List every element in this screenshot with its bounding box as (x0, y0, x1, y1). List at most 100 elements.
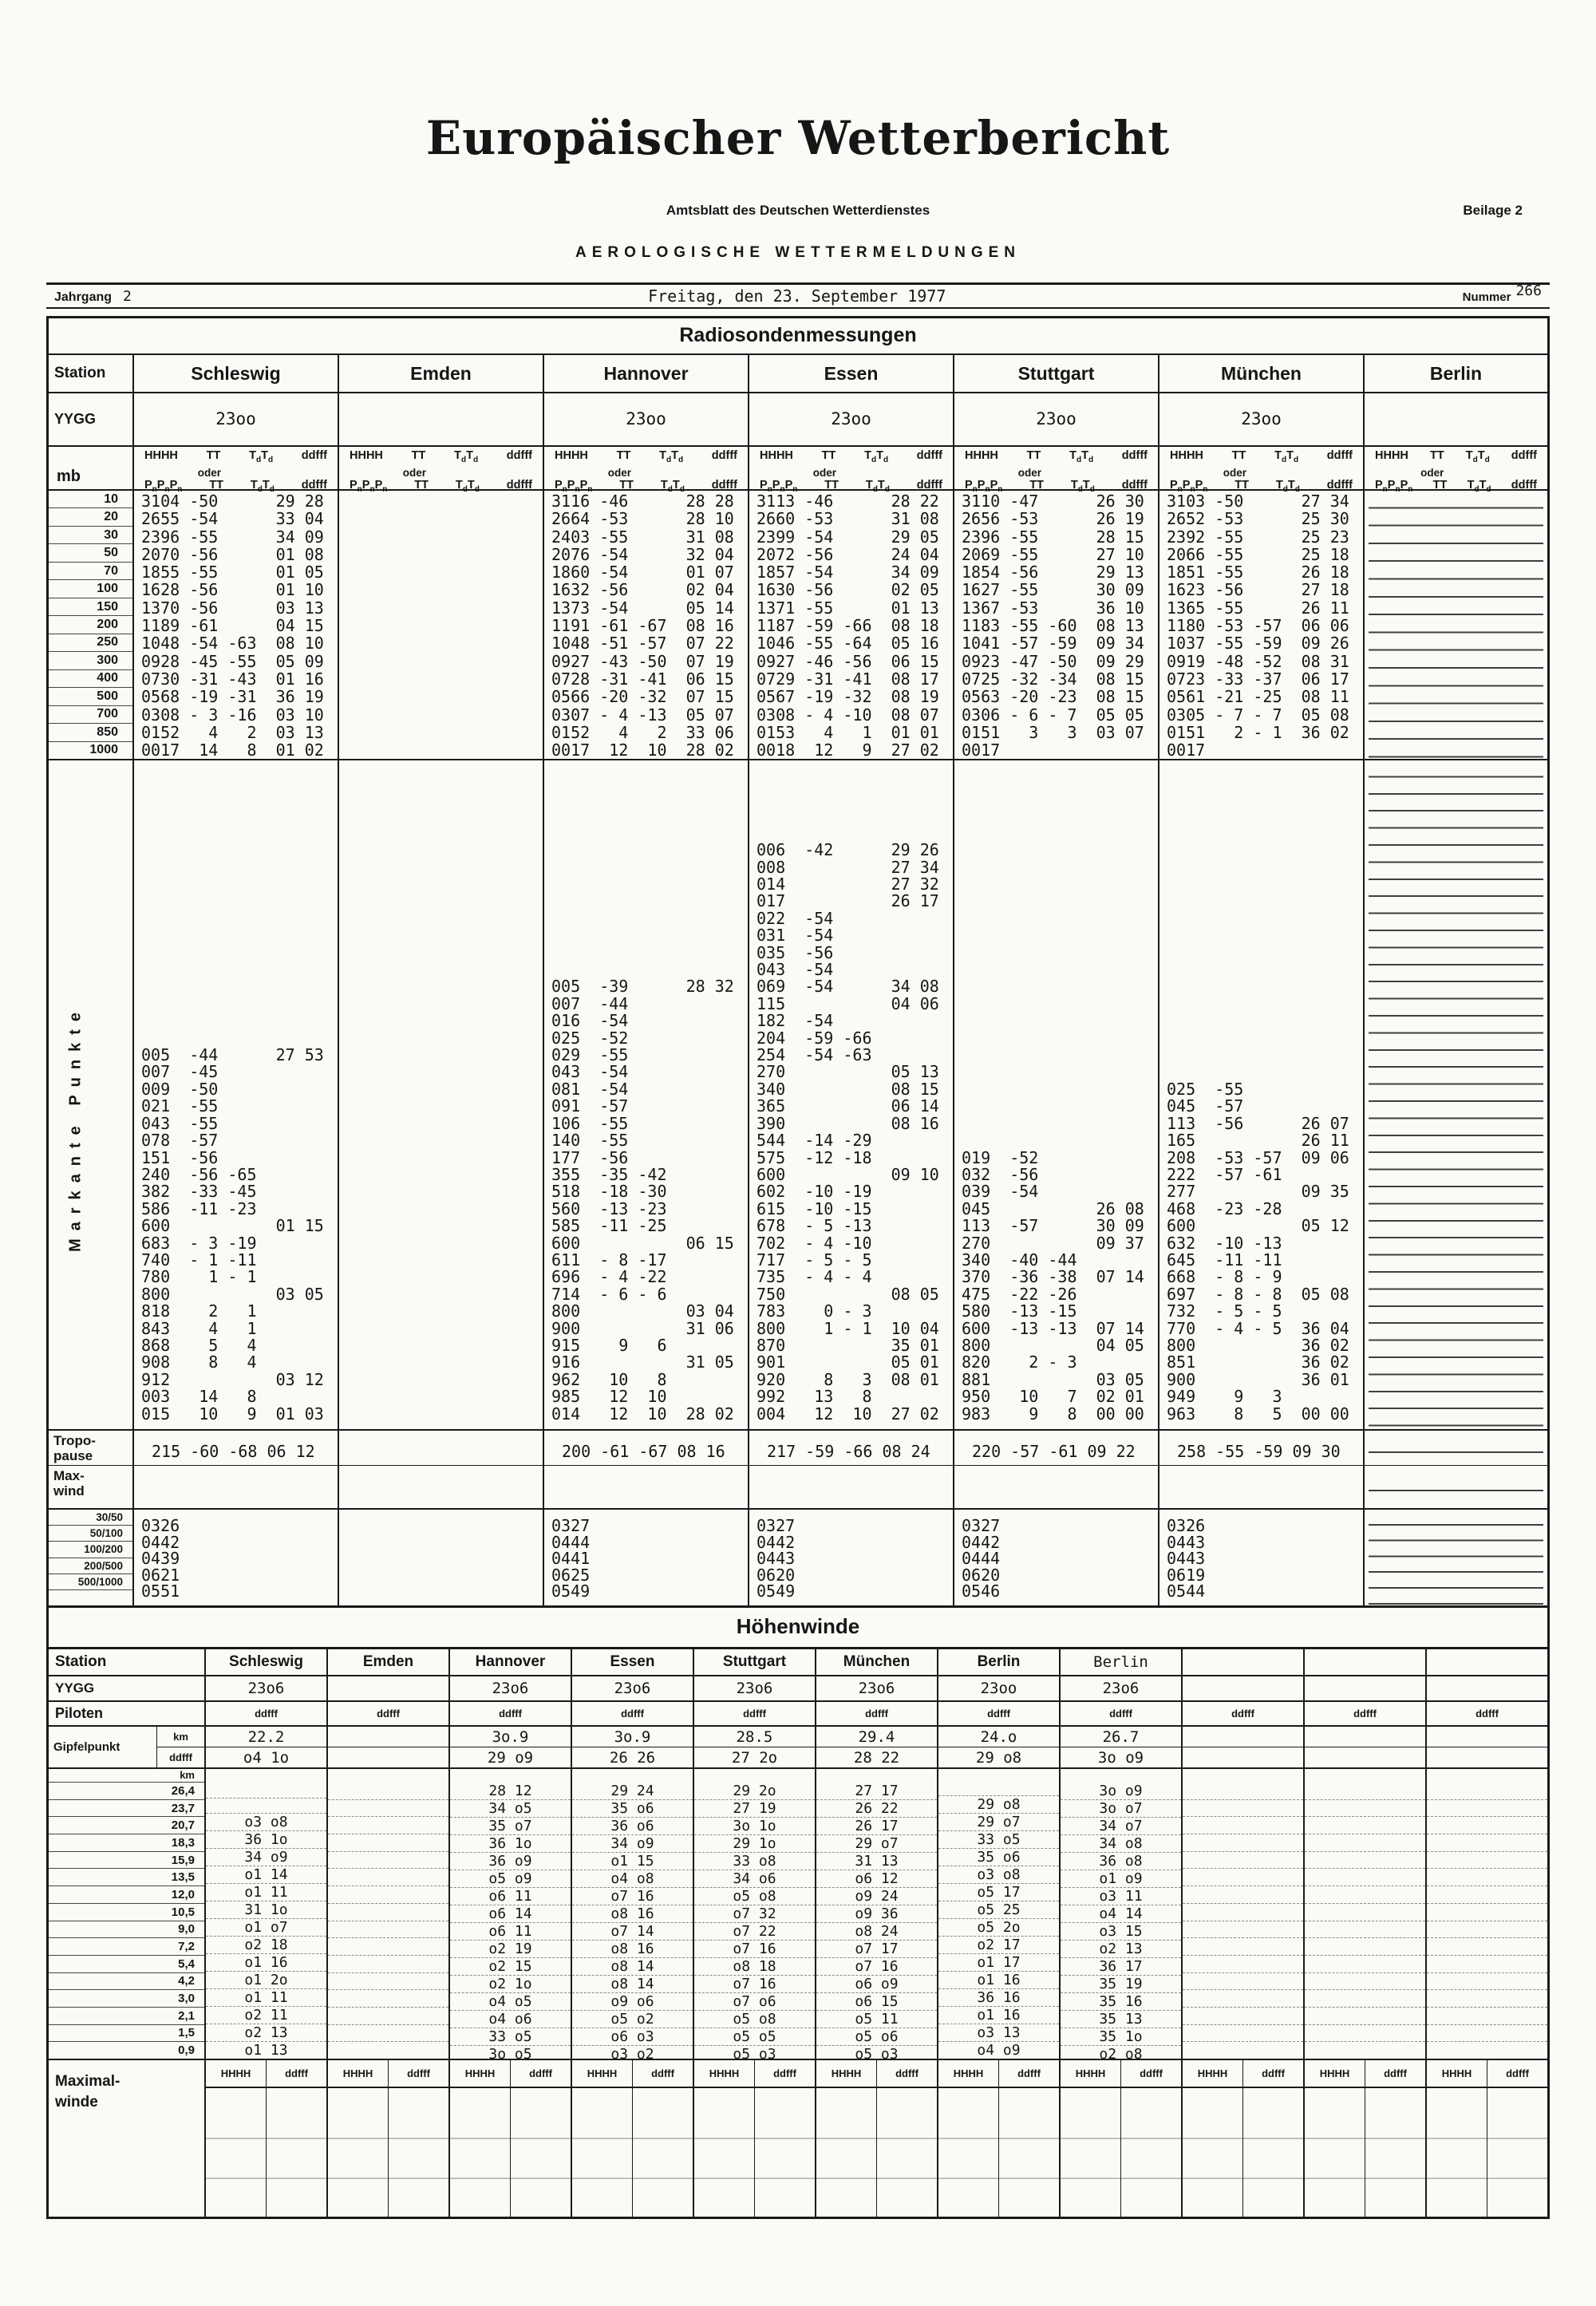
yygg-value: 23oo (215, 409, 256, 428)
hoehenwinde-title: Höhenwinde (49, 1608, 1547, 1649)
maxwind-header: HHHH ddfff (572, 2060, 693, 2088)
hw-col-münchen: München 23o6 ddfff 29.4 28 22 27 17 26 22… (816, 1649, 938, 2217)
wind-value (1427, 1800, 1547, 1818)
hw-station-label: Station (49, 1649, 204, 1676)
piloten-value: ddfff (450, 1702, 571, 1727)
wind-value (1305, 2042, 1425, 2059)
wind-value (1427, 2042, 1547, 2059)
wind-cells: 29 24 35 o6 36 o6 34 o9 o1 15 o4 o8 o7 16 o8 16… (572, 1783, 693, 2063)
wind-value: o7 16 (816, 1958, 937, 1976)
maxwind-header: HHHH ddfff (1427, 2060, 1547, 2088)
wind-value: 26 17 (816, 1818, 937, 1835)
wind-value: 36 o9 (450, 1853, 571, 1870)
shear-data: 0327 0442 0443 0620 0549 (757, 1516, 796, 1601)
wind-value: 36 1o (206, 1831, 326, 1849)
shear-data: 0326 0443 0443 0619 0544 (1167, 1516, 1206, 1601)
wind-value: 34 o9 (206, 1849, 326, 1866)
wind-value (1305, 1869, 1425, 1887)
hhhh-header: HHHH (328, 2060, 389, 2087)
pressure-cell (1365, 491, 1547, 760)
wind-value: 3o 1o (694, 1818, 815, 1835)
wind-value: 35 o6 (938, 1849, 1059, 1866)
maximalwinde-ddfff-cell (877, 2088, 937, 2217)
markante-cell (339, 760, 543, 1431)
rs-columns: Schleswig 23oo HHHH TT TdTd ddfff oder PnPn… (134, 355, 1547, 1605)
wind-value: o5 11 (816, 2011, 937, 2028)
gipfelpunkt-km (1183, 1727, 1303, 1747)
maximalwinde-hhhh-cell (450, 2088, 511, 2217)
wind-value: 34 o7 (1061, 1818, 1181, 1835)
wind-value: 29 o8 (938, 1796, 1059, 1814)
header-oder: oder (1017, 466, 1041, 479)
wind-value: 35 o6 (572, 1800, 693, 1818)
wind-value: o3 15 (1061, 1923, 1181, 1941)
km-row-label: 13,5 (49, 1869, 204, 1887)
shear-rows: 30/50 50/100 100/200 200/500 500/1000 (49, 1510, 132, 1605)
wind-value: o1 13 (244, 2042, 288, 2059)
wind-value: o5 17 (938, 1884, 1059, 1901)
wind-value (1427, 1869, 1547, 1887)
wind-value: 29 o7 (816, 1835, 937, 1853)
shear-cell (339, 1510, 543, 1605)
shear-cell (1365, 1510, 1547, 1605)
nummer-label: Nummer (1462, 290, 1511, 304)
shear-row-label: 30/50 (49, 1510, 132, 1526)
wind-value: o2 13 (1061, 1941, 1181, 1958)
station-name: Stuttgart (954, 355, 1158, 393)
wind-value (328, 1886, 448, 1904)
header-oder: oder (1420, 466, 1444, 479)
ddfff-header: ddfff (1140, 2067, 1163, 2079)
markante-data (1369, 1423, 1543, 1429)
piloten-value: ddfff (328, 1702, 448, 1727)
maximalwinde-ddfff-cell (1365, 2088, 1425, 2217)
wind-cells: 29 2o 27 19 3o 1o 29 1o 33 o8 34 o6 o5 o8 o7 32… (694, 1783, 815, 2063)
km-row-label: 26,4 (49, 1783, 204, 1800)
hw-yygg-value (1305, 1676, 1425, 1702)
wind-value: 29 24 (572, 1783, 693, 1800)
shear-row-label: 500/1000 (49, 1574, 132, 1590)
wind-value: o1 15 (572, 1853, 693, 1870)
header-oder: oder (607, 466, 631, 479)
maximalwinde-hhhh-cell (694, 2088, 755, 2217)
wind-value: 35 1o (1061, 2028, 1181, 2046)
wind-value: o6 15 (816, 1993, 937, 2011)
wind-value: o3 13 (938, 2024, 1059, 2042)
shear-row-label: 200/500 (49, 1558, 132, 1574)
header-row-2: PnPnPn TT TdTd ddfff (1375, 478, 1537, 494)
maximalwinde-cell (450, 2088, 571, 2217)
wind-value (1305, 1956, 1425, 1973)
piloten-value: ddfff (1427, 1702, 1547, 1727)
wind-value (328, 1921, 448, 1939)
wind-value: o8 16 (572, 1941, 693, 1958)
wind-value (1427, 1852, 1547, 1870)
subtitle-row: Amtsblatt des Deutschen Wetterdienstes B… (0, 203, 1596, 222)
header-row-1: HHHH TT TdTd ddfff (555, 449, 737, 464)
gipfelpunkt-ddfff (1305, 1747, 1425, 1767)
markante-cell: 005 -39 28 32 007 -44 016 -54 025 -52 02… (544, 760, 748, 1431)
wind-value: o7 16 (572, 1888, 693, 1905)
hw-col-empty: ddfff HHHH ddfff (1183, 1649, 1305, 2217)
hw-station-name: München (816, 1649, 937, 1676)
wind-value: 3o o5 (488, 2046, 532, 2063)
wind-value: o1 o9 (1061, 1870, 1181, 1888)
tropopause-cell: 217 -59 -66 08 24 (749, 1431, 953, 1466)
maximalwinde-hhhh-cell (938, 2088, 999, 2217)
column-header: HHHH TT TdTd ddfff oder PnPnPn TT TdTd ddfff (544, 447, 748, 494)
wind-value: 27 17 (816, 1783, 937, 1800)
header-row-1: HHHH TT TdTd ddfff (760, 449, 942, 464)
wind-value (1427, 1817, 1547, 1835)
jahrgang-value: 2 (123, 287, 132, 305)
hw-col-emden: Emden ddfff HHHH ddfff (328, 1649, 450, 2217)
pressure-data: 3104 -50 29 28 2655 -54 33 04 2396 -55 3… (141, 492, 324, 760)
wind-value: o5 o2 (572, 2011, 693, 2028)
tropopause-data: 220 -57 -61 09 22 (972, 1442, 1136, 1461)
maxwind-cell (544, 1466, 748, 1510)
pressure-data (1369, 491, 1543, 492)
gipfelpunkt-units: km ddfff (156, 1727, 204, 1767)
wind-value: o1 o7 (206, 1919, 326, 1937)
wind-value (1183, 1869, 1303, 1887)
wind-value (1305, 1973, 1425, 1991)
pressure-cell (339, 491, 543, 760)
gipfelpunkt-label-cell: Gipfelpunkt km ddfff (49, 1727, 204, 1769)
hw-col-essen: Essen 23o6 ddfff 3o.9 26 26 29 24 35 o6 36… (572, 1649, 694, 2217)
